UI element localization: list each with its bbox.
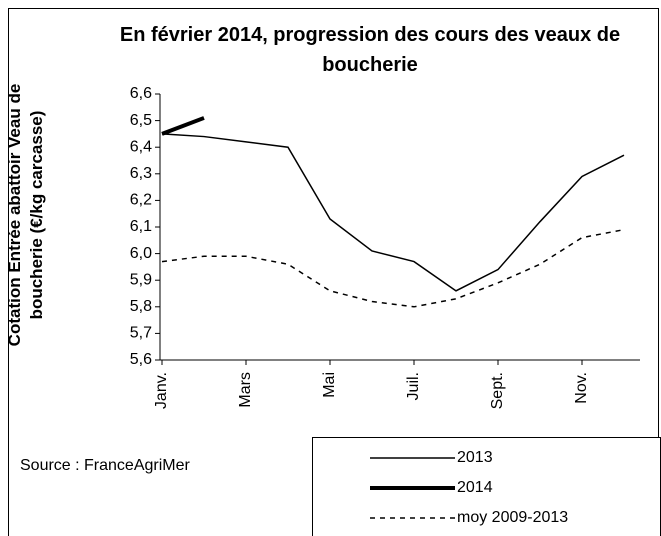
y-tick-label: 6,2 (130, 192, 152, 209)
y-tick-label: 6,0 (130, 245, 152, 262)
y-tick-label: 6,3 (130, 165, 152, 182)
x-tick-label: Nov. (573, 372, 590, 404)
x-tick-label: Juil. (405, 372, 422, 400)
y-tick-label: 6,6 (130, 85, 152, 102)
y-tick-label: 6,5 (130, 112, 152, 129)
y-tick-label: 5,9 (130, 271, 152, 288)
x-tick-label: Mai (321, 372, 338, 398)
x-tick-label: Mars (237, 372, 254, 408)
legend-label: moy 2009-2013 (457, 509, 568, 526)
y-tick-label: 6,4 (130, 138, 152, 155)
line-series (161, 116, 205, 136)
y-tick-label: 6,1 (130, 218, 152, 235)
source: Source : FranceAgriMer (20, 457, 190, 474)
x-tick-label: Sept. (489, 372, 506, 409)
x-tick-label: Janv. (153, 372, 170, 409)
y-tick-label: 5,7 (130, 325, 152, 342)
legend-label: 2014 (457, 479, 493, 496)
legend-label: 2013 (457, 449, 493, 466)
line-series (161, 228, 625, 308)
y-tick-label: 5,6 (130, 351, 152, 368)
frame (8, 8, 659, 536)
chart-title: En février 2014, progression des cours d… (119, 24, 621, 76)
y-tick-label: 5,8 (130, 298, 152, 315)
y-axis-title: Cotation Entrée abattoir Veau de boucher… (5, 83, 46, 347)
line-series (161, 133, 625, 292)
